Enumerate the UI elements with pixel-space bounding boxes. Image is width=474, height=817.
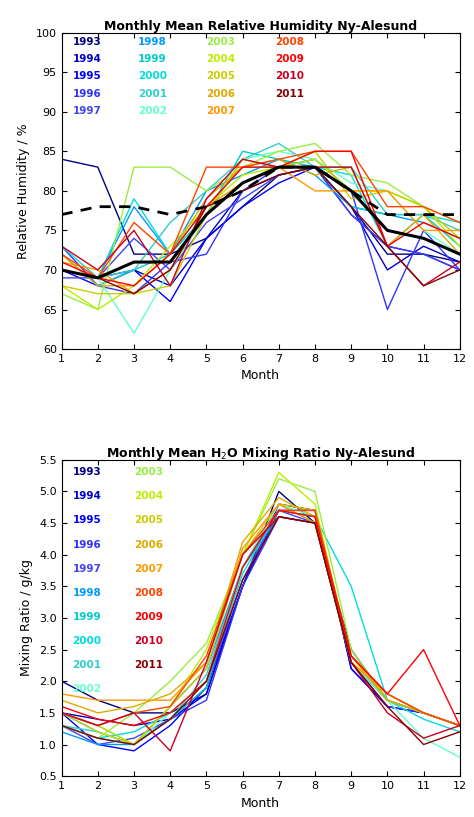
Text: 2009: 2009 — [134, 612, 163, 622]
Text: 1996: 1996 — [73, 539, 101, 550]
Text: 1994: 1994 — [73, 491, 101, 502]
Text: 2010: 2010 — [134, 636, 163, 645]
Text: 1996: 1996 — [73, 89, 101, 99]
Y-axis label: Relative Humidity / %: Relative Humidity / % — [17, 123, 30, 259]
Y-axis label: Mixing Ratio / g/kg: Mixing Ratio / g/kg — [20, 560, 34, 676]
Text: 1994: 1994 — [73, 54, 101, 64]
Text: 1998: 1998 — [73, 587, 101, 597]
Text: 1997: 1997 — [73, 106, 101, 116]
Text: 2002: 2002 — [73, 684, 101, 694]
Text: 2005: 2005 — [206, 71, 236, 82]
Text: 1998: 1998 — [137, 37, 166, 47]
Title: Monthly Mean H$_2$O Mixing Ratio Ny-Alesund: Monthly Mean H$_2$O Mixing Ratio Ny-Ales… — [106, 445, 416, 462]
Text: 2010: 2010 — [275, 71, 304, 82]
Text: 1999: 1999 — [137, 54, 166, 64]
Text: 2009: 2009 — [275, 54, 304, 64]
Text: 2004: 2004 — [206, 54, 236, 64]
Text: 2001: 2001 — [137, 89, 167, 99]
Text: 2006: 2006 — [206, 89, 236, 99]
Text: 1995: 1995 — [73, 71, 101, 82]
Text: 2011: 2011 — [275, 89, 304, 99]
Text: 2004: 2004 — [134, 491, 163, 502]
Text: 2001: 2001 — [73, 659, 101, 670]
X-axis label: Month: Month — [241, 797, 280, 810]
X-axis label: Month: Month — [241, 369, 280, 382]
Text: 1993: 1993 — [73, 37, 101, 47]
Text: 2000: 2000 — [137, 71, 167, 82]
Text: 2007: 2007 — [206, 106, 236, 116]
Text: 1995: 1995 — [73, 516, 101, 525]
Text: 2002: 2002 — [137, 106, 167, 116]
Text: 2007: 2007 — [134, 564, 163, 574]
Text: 1993: 1993 — [73, 467, 101, 477]
Text: 2011: 2011 — [134, 659, 163, 670]
Text: 2005: 2005 — [134, 516, 163, 525]
Text: 2003: 2003 — [206, 37, 236, 47]
Text: 2008: 2008 — [275, 37, 304, 47]
Text: 1999: 1999 — [73, 612, 101, 622]
Text: 2003: 2003 — [134, 467, 163, 477]
Title: Monthly Mean Relative Humidity Ny-Alesund: Monthly Mean Relative Humidity Ny-Alesun… — [104, 20, 417, 33]
Text: 1997: 1997 — [73, 564, 101, 574]
Text: 2008: 2008 — [134, 587, 163, 597]
Text: 2000: 2000 — [73, 636, 101, 645]
Text: 2006: 2006 — [134, 539, 163, 550]
